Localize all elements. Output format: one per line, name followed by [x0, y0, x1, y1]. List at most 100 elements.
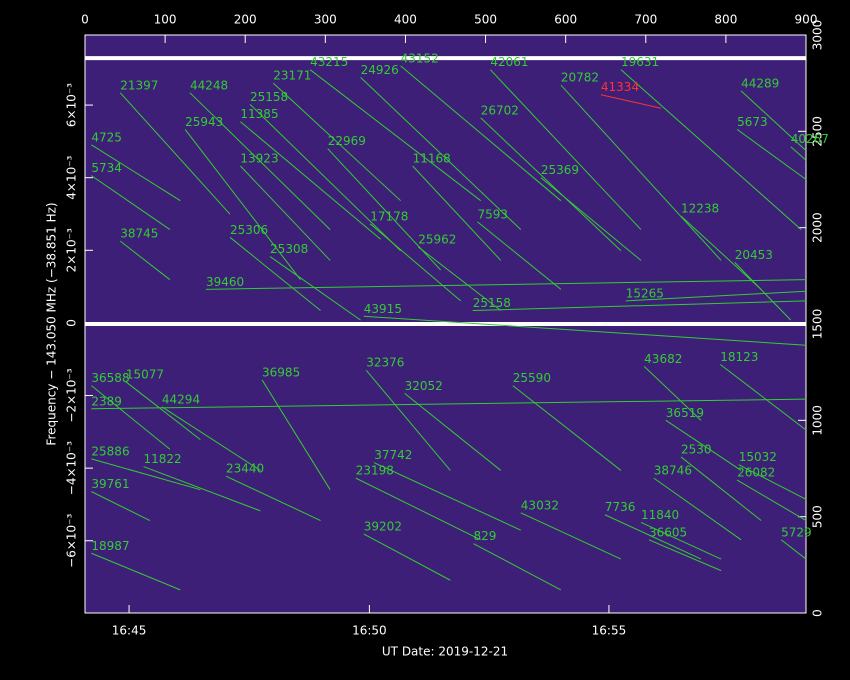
y-tick-label: −6×10⁻³ — [65, 513, 79, 567]
track-line — [540, 177, 642, 261]
track-label: 25158 — [250, 90, 288, 104]
track-line — [640, 521, 722, 560]
track-line — [417, 246, 502, 311]
track-label: 25306 — [230, 223, 268, 237]
track-line — [738, 464, 807, 500]
track-line — [91, 385, 171, 450]
track-label: 25943 — [185, 115, 223, 129]
track-label: 19631 — [621, 55, 659, 69]
x-axis-label: UT Date: 2019-12-21 — [382, 645, 508, 659]
track-line — [680, 456, 762, 521]
track-label: 13923 — [240, 152, 278, 166]
track-line — [412, 165, 502, 261]
track-label: 22969 — [328, 134, 366, 148]
x2-tick-label: 800 — [714, 13, 737, 27]
track-label: 38745 — [120, 227, 158, 241]
track-label: 43032 — [521, 498, 559, 512]
track-label: 43682 — [644, 352, 682, 366]
track-line — [648, 539, 722, 572]
track-line — [363, 533, 451, 581]
track-line — [205, 279, 807, 290]
track-label: 829 — [474, 529, 497, 543]
track-line — [161, 406, 261, 471]
y2-tick-label: 2000 — [811, 212, 825, 243]
track-label: 26702 — [481, 103, 519, 117]
track-label: 5729 — [781, 525, 812, 539]
track-label: 36605 — [649, 525, 687, 539]
track-line — [477, 221, 562, 290]
x-tick-label: 16:45 — [112, 624, 147, 638]
track-line — [520, 512, 622, 560]
track-line — [473, 543, 562, 591]
track-label: 11840 — [641, 508, 679, 522]
track-label: 12238 — [681, 202, 719, 216]
track-label: 39202 — [364, 520, 402, 534]
track-line — [680, 215, 762, 290]
y2-tick-label: 2500 — [811, 116, 825, 147]
y2-tick-label: 3000 — [811, 20, 825, 51]
x-tick-label: 16:55 — [592, 624, 627, 638]
track-line — [734, 261, 792, 321]
track-line — [719, 364, 807, 431]
track-line — [143, 466, 261, 512]
track-label: 39761 — [91, 477, 129, 491]
track-line — [625, 290, 807, 302]
track-line — [91, 398, 807, 410]
track-line — [665, 419, 742, 471]
track-line — [373, 462, 522, 531]
track-line — [240, 165, 331, 261]
track-line — [736, 479, 807, 521]
track-line — [472, 300, 807, 312]
track-line — [363, 315, 807, 346]
track-label: 4725 — [91, 130, 122, 144]
track-label: 25590 — [513, 371, 551, 385]
x2-tick-label: 500 — [474, 13, 497, 27]
track-label: 5734 — [91, 161, 122, 175]
x2-tick-label: 700 — [634, 13, 657, 27]
track-label: 25369 — [541, 163, 579, 177]
track-line — [600, 94, 662, 109]
y-tick-label: 2×10⁻³ — [65, 228, 79, 272]
x2-tick-label: 400 — [394, 13, 417, 27]
track-label: 20453 — [735, 248, 773, 262]
y-tick-label: 0 — [65, 319, 79, 327]
y2-tick-label: 1500 — [811, 309, 825, 340]
track-label: 44248 — [190, 78, 228, 92]
x2-tick-label: 200 — [234, 13, 257, 27]
track-label: 17178 — [370, 209, 408, 223]
track-label: 32052 — [405, 379, 443, 393]
track-line — [91, 552, 181, 591]
track-label: 18987 — [91, 539, 129, 553]
track-label: 41334 — [601, 80, 639, 94]
x2-tick-label: 100 — [154, 13, 177, 27]
track-line — [272, 82, 401, 202]
track-label: 32376 — [366, 356, 404, 370]
track-label: 5673 — [737, 115, 768, 129]
track-label: 2389 — [91, 394, 122, 408]
track-label: 15032 — [739, 450, 777, 464]
track-line — [480, 117, 622, 252]
track-label: 18123 — [720, 350, 758, 364]
track-label: 11168 — [413, 152, 451, 166]
track-label: 43152 — [401, 51, 439, 65]
track-label: 23198 — [356, 464, 394, 478]
track-label: 11385 — [240, 107, 278, 121]
track-line — [91, 458, 201, 491]
track-line — [240, 121, 381, 240]
track-label: 36985 — [262, 365, 300, 379]
track-line — [249, 104, 401, 252]
track-label: 20782 — [561, 71, 599, 85]
x2-tick-label: 0 — [81, 13, 89, 27]
track-line — [125, 381, 201, 440]
track-label: 7593 — [478, 207, 509, 221]
track-label: 15077 — [126, 367, 164, 381]
track-line — [736, 129, 807, 180]
track-label: 25886 — [91, 444, 129, 458]
track-label: 23440 — [226, 462, 264, 476]
x2-tick-label: 300 — [314, 13, 337, 27]
y-tick-label: 6×10⁻³ — [65, 83, 79, 127]
track-line — [91, 491, 151, 521]
y-tick-label: −4×10⁻³ — [65, 441, 79, 495]
track-line — [269, 256, 361, 321]
